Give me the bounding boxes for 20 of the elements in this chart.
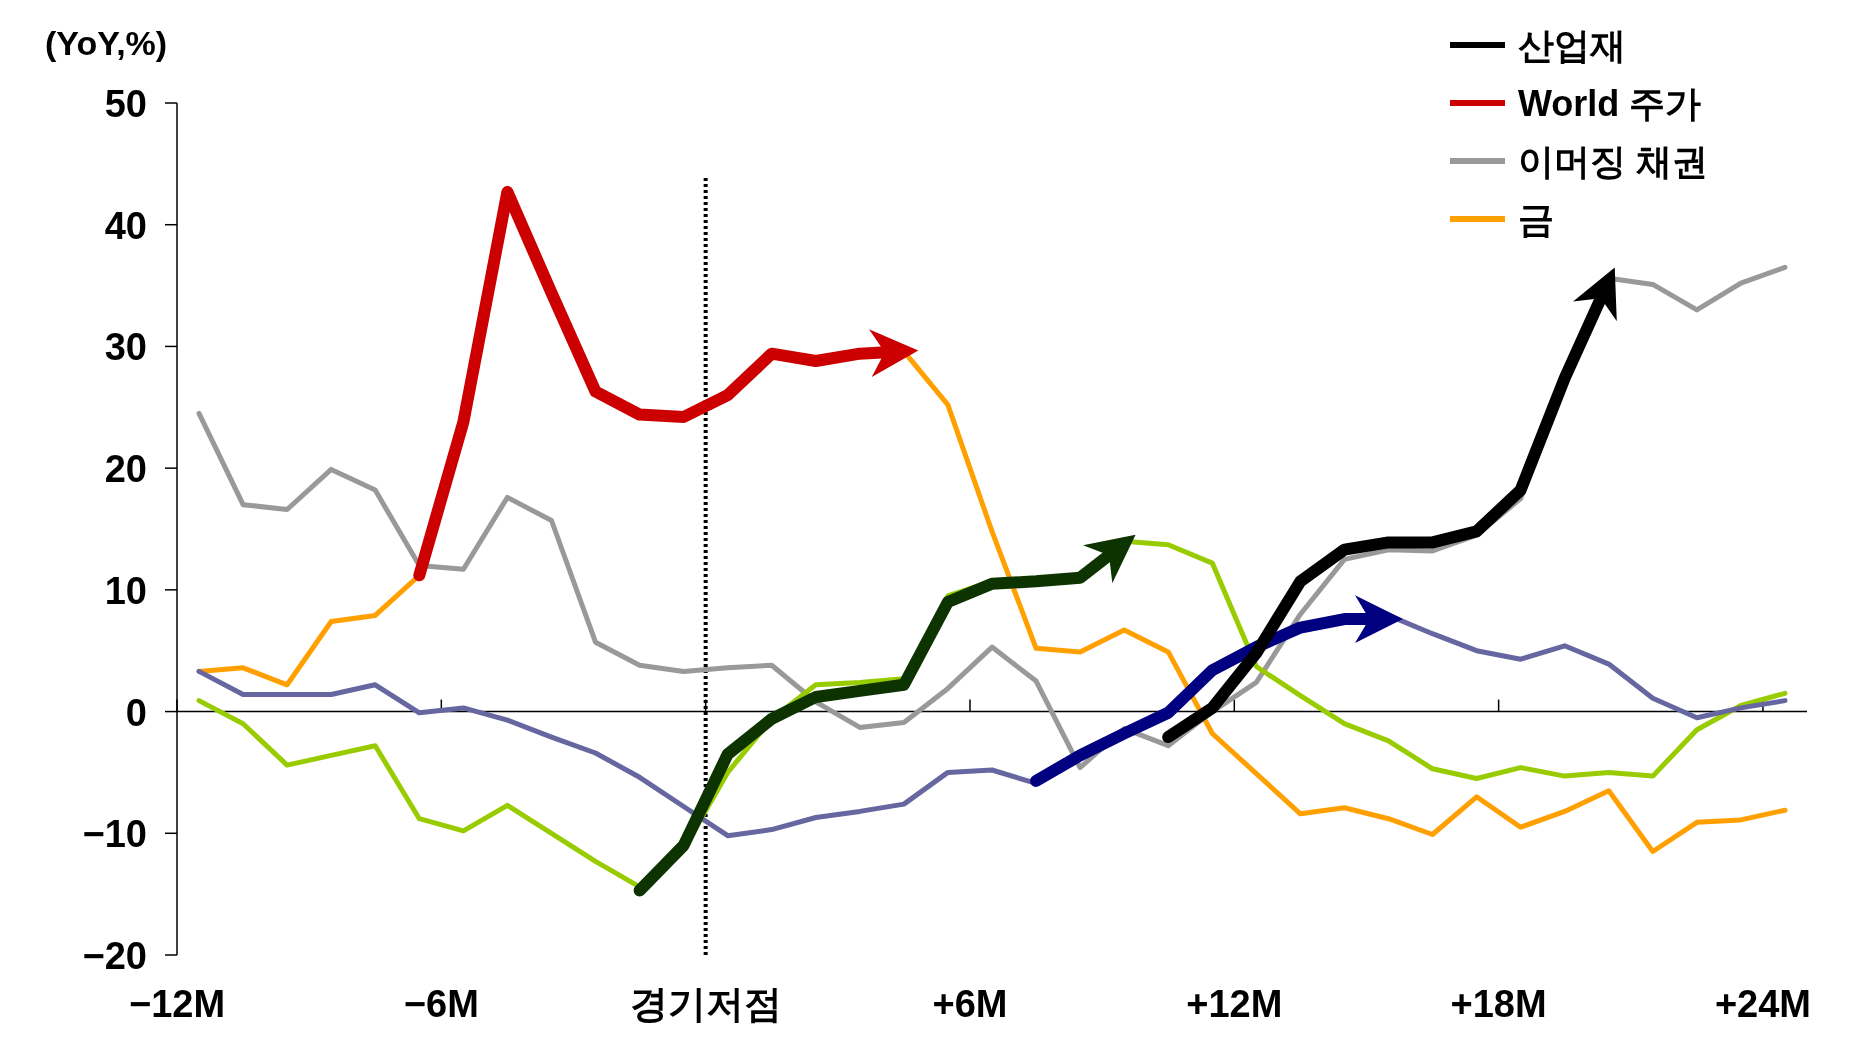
y-tick-label: −10 [82,813,147,856]
x-tick-label: +12M [1186,983,1283,1025]
legend-label: 금 [1518,199,1554,240]
y-tick-label: 40 [104,204,147,247]
y-tick-label: 50 [104,83,147,125]
x-tick-label: +18M [1450,983,1547,1025]
y-tick-label: −20 [82,935,147,977]
x-tick-label: +24M [1714,983,1812,1025]
y-tick-label: 10 [104,569,147,612]
legend-label: 산업재 [1518,25,1626,66]
x-tick-label: 경기저점 [629,983,782,1025]
y-axis-title: (YoY,%) [45,24,168,62]
x-tick-label: −12M [128,983,226,1025]
x-tick-label: +6M [932,983,1008,1025]
y-tick-label: 30 [104,326,147,369]
legend-label: World 주가 [1518,83,1702,124]
legend-label: 이머징 채권 [1518,141,1709,182]
y-tick-label: 20 [104,448,147,491]
y-tick-label: 0 [125,691,147,734]
x-tick-label: −6M [403,983,479,1025]
